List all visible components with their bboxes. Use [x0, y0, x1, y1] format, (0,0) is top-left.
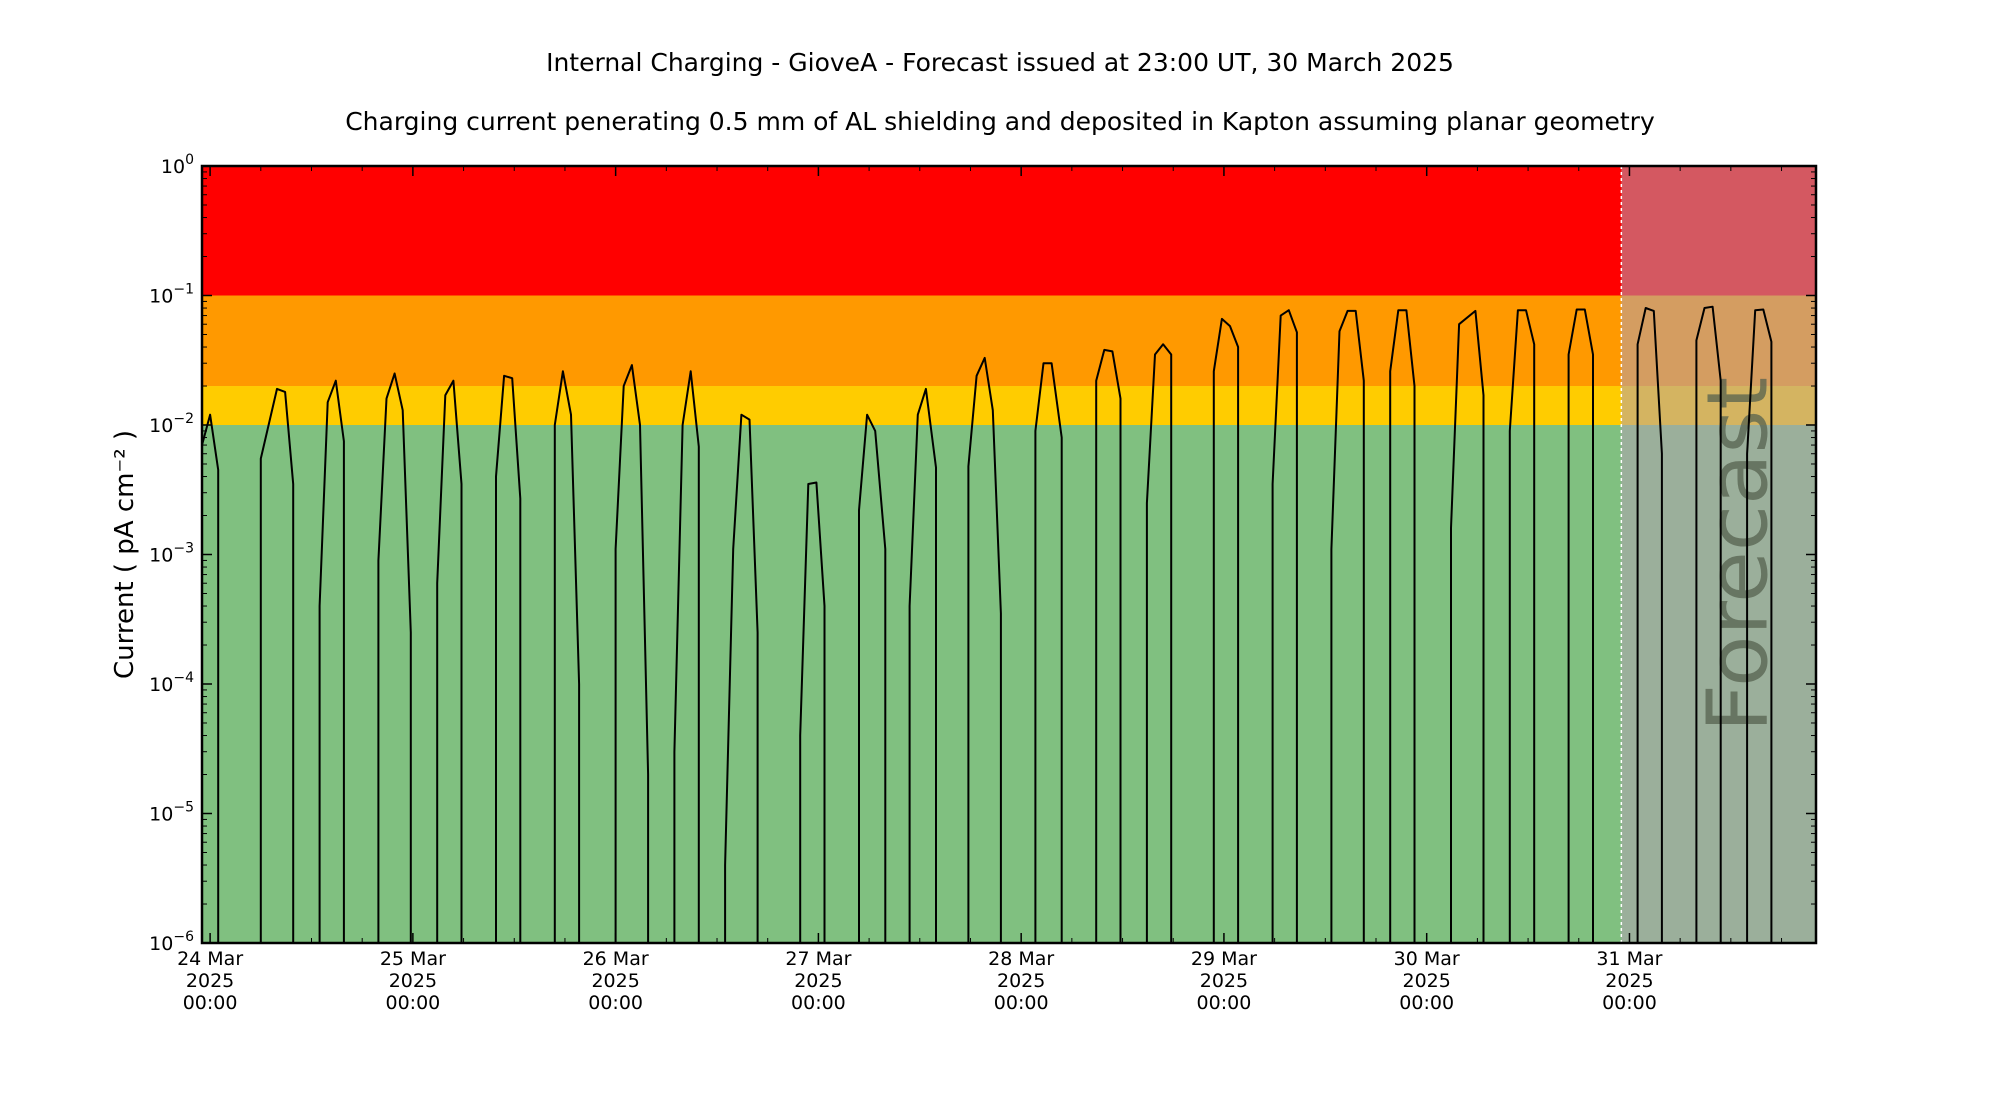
series-line-segment-21 — [1450, 309, 1485, 943]
chart-subtitle: Charging current penerating 0.5 mm of AL… — [345, 107, 1655, 136]
y-axis-label: Current ( pA cm⁻² ) — [110, 430, 140, 679]
x-tick-label: 27 Mar — [785, 948, 851, 970]
y-tick-label: 10−4 — [149, 670, 194, 696]
y-tick-label: 10−5 — [149, 800, 194, 826]
series-line-segment-1 — [259, 387, 295, 943]
series-line-segment-3 — [377, 372, 412, 943]
y-tick-label: 10−1 — [149, 282, 194, 308]
chart-title: Internal Charging - GioveA - Forecast is… — [546, 48, 1454, 77]
x-tick-label: 2025 — [794, 970, 842, 992]
series-line-segment-17 — [1212, 317, 1240, 943]
x-tick-label: 2025 — [591, 970, 639, 992]
x-tick-label: 00:00 — [183, 992, 238, 1014]
x-tick-label: 00:00 — [1197, 992, 1252, 1014]
x-tick-label: 2025 — [186, 970, 234, 992]
series-line-segment-4 — [436, 379, 463, 943]
series-line-segment-20 — [1389, 309, 1416, 943]
series-line-segment-13 — [967, 356, 1002, 943]
x-tick-label: 2025 — [1605, 970, 1653, 992]
series-line-segment-16 — [1145, 343, 1173, 943]
series-line-segment-15 — [1095, 348, 1122, 943]
y-axis: 10−6 10−5 10−4 10−3 10−2 10−1 100 — [149, 152, 1816, 955]
x-tick-label: 26 Mar — [583, 948, 649, 970]
risk-band-1 — [202, 386, 1816, 425]
series-line-segment-0 — [201, 413, 220, 943]
x-tick-label: 00:00 — [385, 992, 440, 1014]
series-line-segment-23 — [1567, 308, 1594, 943]
series-line-segment-18 — [1271, 309, 1298, 943]
series-line-segment-19 — [1330, 309, 1365, 943]
x-tick-label: 29 Mar — [1191, 948, 1257, 970]
x-tick-label: 2025 — [389, 970, 437, 992]
series-line-segment-22 — [1508, 309, 1536, 943]
y-tick-label: 10−6 — [149, 929, 194, 955]
x-tick-label: 2025 — [1403, 970, 1451, 992]
risk-band-0 — [202, 425, 1816, 943]
series-line-segment-8 — [673, 370, 700, 943]
x-tick-label: 30 Mar — [1394, 948, 1460, 970]
x-tick-label: 00:00 — [1399, 992, 1454, 1014]
y-tick-label: 10−2 — [149, 411, 194, 437]
y-tick-label: 100 — [161, 152, 194, 178]
series-line-segment-10 — [799, 481, 826, 943]
series-line-segment-14 — [1034, 362, 1063, 943]
x-tick-label: 25 Mar — [380, 948, 446, 970]
x-tick-label: 00:00 — [1602, 992, 1657, 1014]
x-tick-label: 00:00 — [791, 992, 846, 1014]
series-line-segment-11 — [858, 413, 887, 943]
x-tick-label: 24 Mar — [177, 948, 243, 970]
series-line-segment-25 — [1695, 305, 1722, 943]
series-line-segment-6 — [553, 370, 581, 943]
series-line-segment-2 — [318, 379, 345, 943]
forecast-overlay — [1621, 166, 1816, 943]
series-line-segment-5 — [495, 374, 522, 943]
risk-band-2 — [202, 295, 1816, 387]
series-line-segment-26 — [1746, 308, 1773, 943]
series-line-segment-7 — [614, 364, 650, 943]
series-line-segment-24 — [1636, 307, 1663, 943]
risk-band-3 — [202, 166, 1816, 296]
x-tick-label: 2025 — [1200, 970, 1248, 992]
x-tick-label: 2025 — [997, 970, 1045, 992]
y-tick-label: 10−3 — [149, 541, 194, 567]
x-tick-label: 00:00 — [994, 992, 1049, 1014]
series-layer — [201, 305, 1773, 943]
series-line-segment-9 — [724, 413, 759, 943]
x-tick-label: 00:00 — [588, 992, 643, 1014]
series-line-segment-12 — [908, 387, 937, 943]
x-tick-label: 31 Mar — [1596, 948, 1662, 970]
risk-bands — [202, 166, 1816, 943]
x-tick-label: 28 Mar — [988, 948, 1054, 970]
forecast-label: Forecast — [1688, 377, 1786, 732]
